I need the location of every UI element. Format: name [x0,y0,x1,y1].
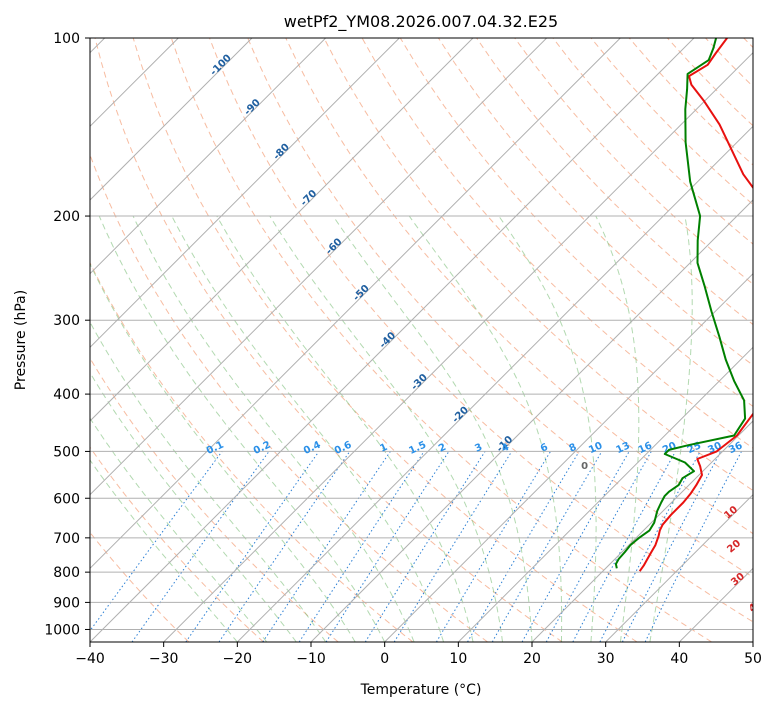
mixing-ratio-label: 36 [727,440,744,456]
dewpoint-profile-line [614,38,747,569]
dry-adiabat [90,261,414,642]
temperature-profile-line [638,38,753,572]
isotherm-line [605,493,753,642]
moist-adiabat [408,215,563,642]
y-tick-label: 200 [53,209,80,225]
mixing-ratio-label: 2 [437,442,448,455]
y-tick-label: 700 [53,531,80,547]
isotherm-line [90,38,621,570]
isotherm-line [90,38,695,642]
dry-adiabat [170,38,712,642]
x-tick-label: 20 [523,651,541,667]
mixing-ratio-line [90,451,223,632]
mixing-ratio-line [325,451,450,642]
mixing-ratio-label: 8 [568,442,579,455]
isotherm-line [236,125,753,642]
moist-adiabat [90,321,327,642]
mixing-ratio-line [393,451,513,642]
moist-adiabat [595,215,640,642]
isotherm-line [90,38,253,201]
dry-adiabat [476,38,753,326]
moist-adiabat [649,215,693,642]
dry-adiabat [514,38,753,285]
dry-adiabat [285,38,753,535]
dry-adiabat [323,38,753,492]
mixing-ratio-label: 1 [378,442,389,455]
mixing-ratio-line [545,451,652,642]
mixing-ratio-line [262,451,391,642]
dry-adiabat-label: 40 [747,597,765,614]
x-tick-label: −20 [223,651,253,667]
dry-adiabat [90,446,264,642]
y-tick-label: 600 [53,491,80,507]
y-axis-label: Pressure (hPa) [13,290,29,390]
isotherm-line [384,272,753,642]
moist-adiabat [269,215,503,642]
dry-adiabat [209,38,753,623]
moist-adiabat [132,215,415,642]
plot-frame [89,37,754,643]
moist-adiabat [90,459,238,642]
moist-adiabat [332,215,533,642]
y-tick-label: 500 [53,444,80,460]
y-tick-label: 400 [53,387,80,403]
mixing-ratio-label: 13 [615,440,632,456]
dry-adiabat [247,38,753,578]
dry-adiabat [90,357,339,642]
isotherm-line [90,38,400,349]
isotherm-line [457,346,753,642]
y-tick-label: 800 [53,565,80,581]
y-tick-label: 300 [53,313,80,329]
chart-title: wetPf2_YM08.2026.007.04.32.E25 [284,12,558,32]
mixing-ratio-label: 30 [706,440,723,456]
moist-adiabat [171,215,445,642]
x-tick-label: 50 [744,651,762,667]
x-tick-label: −30 [149,651,179,667]
mixing-ratio-label: 4 [500,442,511,455]
isotherm-line [90,38,474,422]
sounding-profiles [614,38,753,572]
y-tick-label: 1000 [44,622,80,638]
x-tick-label: −40 [75,651,105,667]
moist-adiabat [90,262,356,642]
moist-adiabat-label: 0 [581,461,588,472]
isotherm-line [310,199,753,642]
y-tick-label: 100 [53,31,80,47]
dry-adiabat [132,38,638,642]
moist-adiabat [216,215,474,642]
x-tick-label: 30 [597,651,615,667]
mixing-ratio-label: 10 [587,440,604,456]
mixing-ratio-line [185,451,320,642]
mixing-ratio-line [572,451,676,642]
x-tick-label: −10 [296,651,326,667]
y-axis: 100 200 300 400 500 600 700 800 900 1000 [44,31,90,638]
moist-adiabat [90,371,297,642]
isotherm-line [163,51,753,642]
mixing-ratio-line [621,451,722,642]
mixing-ratio-label: 16 [637,440,654,456]
y-tick-label: 900 [53,595,80,611]
mixing-ratio-line [644,451,742,642]
moist-adiabat [90,417,268,642]
x-tick-label: 10 [449,651,467,667]
dry-adiabat [94,38,563,642]
x-axis-label: Temperature (°C) [360,682,482,698]
mixing-ratio-label: 3 [473,442,484,455]
mixing-ratio-line [298,451,425,642]
isotherm-line [90,38,548,496]
mixing-ratio-line [218,451,351,642]
mixing-ratio-line [521,451,630,642]
moist-adiabat [98,215,386,642]
isotherm-line [90,38,327,275]
background-lines [90,38,753,642]
x-tick-label: 0 [380,651,389,667]
x-tick-label: 40 [670,651,688,667]
mixing-ratio-label: 6 [539,442,550,455]
x-axis: −40 −30 −20 −10 0 10 20 30 40 50 [75,642,762,667]
isotherm-line [531,420,753,642]
